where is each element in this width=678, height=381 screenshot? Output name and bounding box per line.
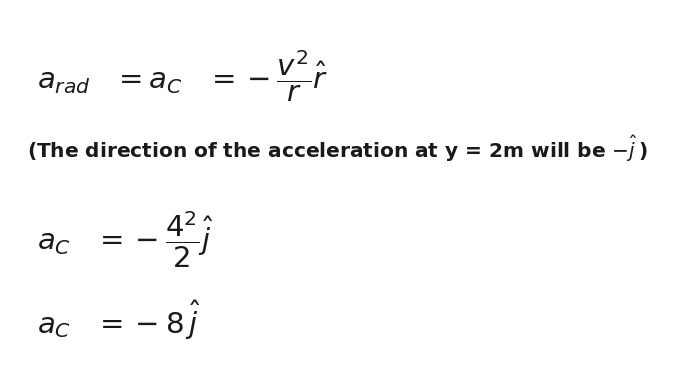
Text: (The direction of the acceleration at y = 2m will be $-\hat{j}$ ): (The direction of the acceleration at y … — [27, 134, 648, 163]
Text: $a_{rad} \;\;\; = a_C \;\;\; = -\dfrac{v^2}{r}\hat{r}$: $a_{rad} \;\;\; = a_C \;\;\; = -\dfrac{v… — [37, 49, 329, 104]
Text: $a_C \;\;\; = -8\,\hat{j}$: $a_C \;\;\; = -8\,\hat{j}$ — [37, 298, 201, 342]
Text: $a_C \;\;\; = -\dfrac{4^2}{2}\hat{j}$: $a_C \;\;\; = -\dfrac{4^2}{2}\hat{j}$ — [37, 210, 214, 270]
